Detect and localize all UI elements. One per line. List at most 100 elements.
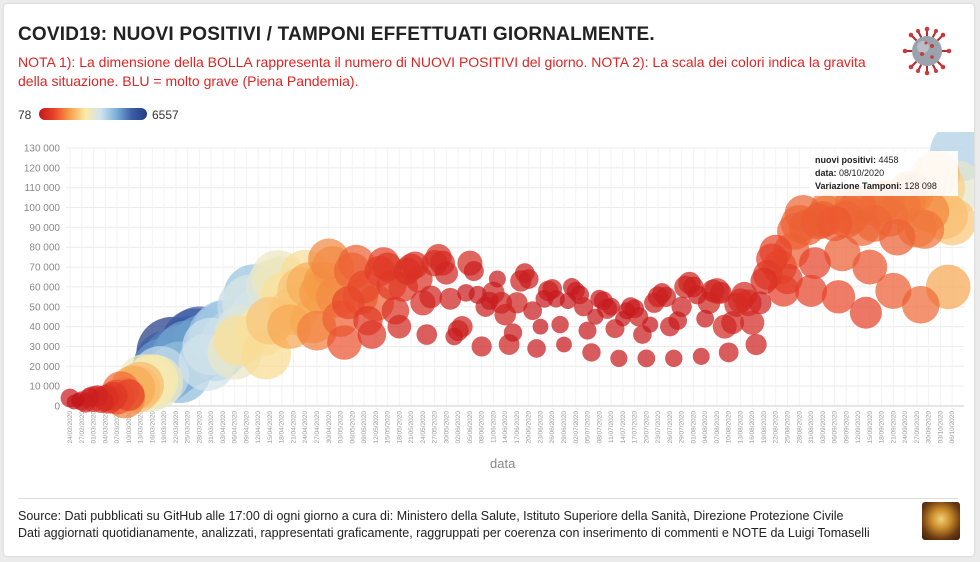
x-tick-label: 19/03/2020: [161, 411, 168, 444]
data-bubble: [503, 323, 523, 342]
x-tick-label: 07/03/2020: [114, 411, 121, 444]
bubble-chart: 0 10 000 20 000 30 000 40 000 50 000 60 000 70 …: [24, 132, 974, 444]
x-tick-label: 07/08/2020: [714, 411, 721, 444]
data-bubble: [724, 292, 749, 317]
color-scale-legend: [39, 108, 147, 120]
x-tick-label: 23/07/2020: [655, 411, 662, 444]
data-bubble: [718, 342, 739, 363]
data-bubble: [615, 310, 631, 327]
data-bubble: [488, 270, 506, 288]
data-bubble: [745, 333, 767, 356]
y-tick-label: 0: [54, 402, 60, 413]
footer-divider: [18, 498, 958, 499]
x-tick-label: 19/08/2020: [761, 411, 768, 444]
x-tick-label: 21/04/2020: [290, 411, 297, 444]
tooltip-value-positivi: 4458: [878, 155, 899, 165]
x-tick-label: 14/06/2020: [502, 411, 509, 444]
data-bubble: [740, 310, 765, 335]
data-bubble: [397, 253, 425, 281]
x-tick-label: 27/09/2020: [914, 411, 921, 444]
tooltip-label-positivi: nuovi positivi:: [815, 155, 877, 165]
data-bubble: [471, 336, 492, 357]
x-tick-label: 06/10/2020: [949, 411, 956, 444]
data-bubble: [523, 301, 543, 321]
x-tick-label: 09/05/2020: [361, 411, 368, 444]
x-tick-label: 24/05/2020: [420, 411, 427, 444]
tooltip-value-tamponi: 128 098: [904, 181, 937, 191]
x-tick-label: 18/04/2020: [279, 411, 286, 444]
data-bubble: [665, 349, 683, 368]
tooltip-row-tamponi: Variazione Tamponi: 128 098: [815, 180, 953, 193]
chart-tooltip: nuovi positivi: 4458 data: 08/10/2020 Va…: [810, 151, 958, 196]
data-bubble: [602, 297, 620, 316]
x-tick-label: 30/09/2020: [926, 411, 933, 444]
x-tick-label: 22/08/2020: [773, 411, 780, 444]
x-tick-label: 27/04/2020: [314, 411, 321, 444]
data-bubble: [331, 286, 365, 320]
data-bubble: [419, 285, 443, 309]
chart-card: COVID19: NUOVI POSITIVI / TAMPONI EFFETT…: [4, 4, 974, 556]
data-bubble: [357, 320, 387, 349]
data-bubble: [532, 318, 549, 335]
data-bubble: [70, 393, 85, 408]
data-bubble: [434, 261, 458, 285]
data-bubble: [556, 336, 572, 353]
x-tick-label: 08/06/2020: [479, 411, 486, 444]
x-tick-label: 31/03/2020: [208, 411, 215, 444]
x-tick-label: 27/05/2020: [432, 411, 439, 444]
y-tick-label: 50 000: [29, 302, 60, 313]
data-bubble: [387, 314, 412, 339]
tooltip-label-data: data:: [815, 168, 837, 178]
data-bubble: [687, 285, 707, 305]
coronavirus-icon: [902, 26, 952, 76]
y-tick-label: 100 000: [24, 203, 61, 214]
x-tick-label: 20/06/2020: [526, 411, 533, 444]
x-tick-label: 31/08/2020: [808, 411, 815, 444]
y-tick-label: 110 000: [25, 183, 61, 194]
tooltip-row-data: data: 08/10/2020: [815, 167, 953, 180]
x-tick-label: 27/02/2020: [79, 411, 86, 444]
data-bubble: [445, 327, 464, 346]
y-tick-label: 130 000: [24, 144, 61, 155]
source-note: Source: Dati pubblicati su GitHub alle 1…: [18, 508, 898, 542]
data-bubble: [668, 311, 688, 330]
y-tick-label: 40 000: [29, 322, 60, 333]
x-tick-label: 29/07/2020: [679, 411, 686, 444]
data-bubble: [559, 292, 577, 310]
data-bubble: [463, 261, 484, 282]
source-line-1: Source: Dati pubblicati su GitHub alle 1…: [18, 509, 844, 523]
x-tick-label: 02/07/2020: [573, 411, 580, 444]
data-bubble: [642, 316, 659, 333]
data-bubble: [578, 321, 597, 340]
y-tick-label: 70 000: [29, 263, 60, 274]
data-bubble: [821, 280, 856, 314]
data-bubble: [506, 292, 528, 314]
data-bubble: [849, 296, 882, 329]
data-bubble: [799, 247, 831, 280]
x-tick-label: 30/04/2020: [326, 411, 333, 444]
data-bubble: [515, 263, 535, 283]
data-bubble: [637, 349, 656, 368]
x-tick-label: 29/06/2020: [561, 411, 568, 444]
legend-max-label: 6557: [152, 108, 179, 122]
data-bubble: [875, 272, 912, 309]
data-bubble: [416, 324, 438, 345]
x-tick-label: 13/03/2020: [138, 411, 145, 444]
author-logo: [922, 502, 960, 540]
x-tick-label: 06/05/2020: [349, 411, 356, 444]
x-tick-label: 17/06/2020: [514, 411, 521, 444]
data-bubble: [750, 267, 778, 295]
data-bubble: [439, 287, 462, 310]
y-tick-label: 80 000: [29, 243, 60, 254]
data-bubble: [696, 309, 715, 328]
x-tick-label: 09/09/2020: [843, 411, 850, 444]
data-bubble: [824, 235, 861, 272]
chart-notes: NOTA 1): La dimensione della BOLLA rappr…: [18, 54, 866, 89]
x-tick-label: 24/04/2020: [302, 411, 309, 444]
data-bubble: [692, 347, 710, 365]
x-tick-label: 09/04/2020: [243, 411, 250, 444]
data-bubble: [652, 283, 672, 303]
x-tick-label: 03/10/2020: [937, 411, 944, 444]
x-tick-label: 11/06/2020: [490, 411, 497, 443]
x-tick-label: 04/08/2020: [702, 411, 709, 444]
